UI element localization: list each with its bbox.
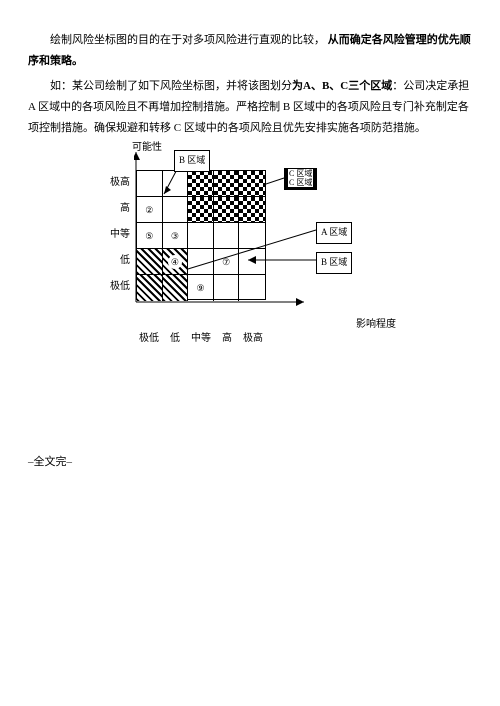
- grid-cell: [163, 197, 189, 223]
- x-tick: 高: [214, 329, 240, 348]
- plot-area: ② ⑤ ③ ④ ⑦: [134, 152, 394, 320]
- y-tick: 中等: [100, 222, 130, 248]
- callout-b-right: B 区域: [316, 252, 352, 273]
- grid-cell: [163, 171, 189, 197]
- grid-cell: ②: [137, 197, 163, 223]
- grid-cell: [188, 197, 214, 223]
- grid-row: ⑤ ③: [137, 223, 265, 249]
- p2-b: 为A、B、C三个区域: [292, 80, 392, 92]
- grid-cell: [239, 223, 265, 249]
- y-tick: 低: [100, 248, 130, 274]
- grid-cell: [239, 171, 265, 197]
- grid-cell: [137, 275, 163, 301]
- grid-cell: [214, 275, 240, 301]
- end-of-document: –全文完–: [28, 452, 472, 473]
- grid-cell: [188, 249, 214, 275]
- x-axis-label: 影响程度: [356, 315, 396, 334]
- grid-cell: [188, 223, 214, 249]
- paragraph-1: 绘制风险坐标图的目的在于对多项风险进行直观的比较， 从而确定各风险管理的优先顺序…: [28, 30, 472, 72]
- paragraph-2: 如：某公司绘制了如下风险坐标图，并将该图划分为A、B、C三个区域：公司决定承担 …: [28, 76, 472, 139]
- risk-grid: ② ⑤ ③ ④ ⑦: [136, 170, 266, 300]
- y-tick: 极高: [100, 170, 130, 196]
- grid-cell: ④: [163, 249, 189, 275]
- x-tick: 极低: [136, 329, 162, 348]
- grid-cell: ⑤: [137, 223, 163, 249]
- callout-b-top: B 区域: [174, 150, 210, 171]
- grid-cell: [239, 275, 265, 301]
- risk-point-3: ③: [163, 223, 188, 248]
- grid-cell: ⑦: [214, 249, 240, 275]
- p1-text: 绘制风险坐标图的目的在于对多项风险进行直观的比较，: [50, 34, 325, 46]
- x-tick: 低: [162, 329, 188, 348]
- x-tick: 极高: [240, 329, 266, 348]
- grid-cell: [163, 275, 189, 301]
- risk-point-2: ②: [137, 197, 162, 222]
- risk-point-9: ⑨: [188, 275, 213, 301]
- y-tick: 极低: [100, 274, 130, 300]
- grid-row: ②: [137, 197, 265, 223]
- x-axis-ticks: 极低 低 中等 高 极高: [136, 329, 266, 348]
- grid-row: [137, 171, 265, 197]
- risk-point-7: ⑦: [214, 249, 239, 274]
- grid-cell: [214, 197, 240, 223]
- x-tick: 中等: [188, 329, 214, 348]
- grid-cell: ③: [163, 223, 189, 249]
- grid-row: ⑨: [137, 275, 265, 301]
- grid-cell: [239, 197, 265, 223]
- grid-row: ④ ⑦: [137, 249, 265, 275]
- risk-point-4: ④: [163, 249, 188, 274]
- grid-cell: [137, 249, 163, 275]
- p2-a: 如：某公司绘制了如下风险坐标图，并将该图划分: [50, 80, 292, 92]
- y-tick: 高: [100, 196, 130, 222]
- callout-a: A 区域: [316, 222, 352, 243]
- y-axis-ticks: 极高 高 中等 低 极低: [100, 170, 130, 300]
- grid-cell: [214, 223, 240, 249]
- risk-point-5: ⑤: [137, 223, 162, 248]
- risk-chart-figure: 可能性 极高 高 中等 低 极低: [100, 152, 400, 332]
- callout-c-l2: C 区域: [288, 178, 313, 187]
- grid-cell: ⑨: [188, 275, 214, 301]
- grid-cell: [188, 171, 214, 197]
- grid-cell: [214, 171, 240, 197]
- grid-cell: [137, 171, 163, 197]
- callout-c: C 区域 C 区域: [284, 168, 317, 190]
- grid-cell: [239, 249, 265, 275]
